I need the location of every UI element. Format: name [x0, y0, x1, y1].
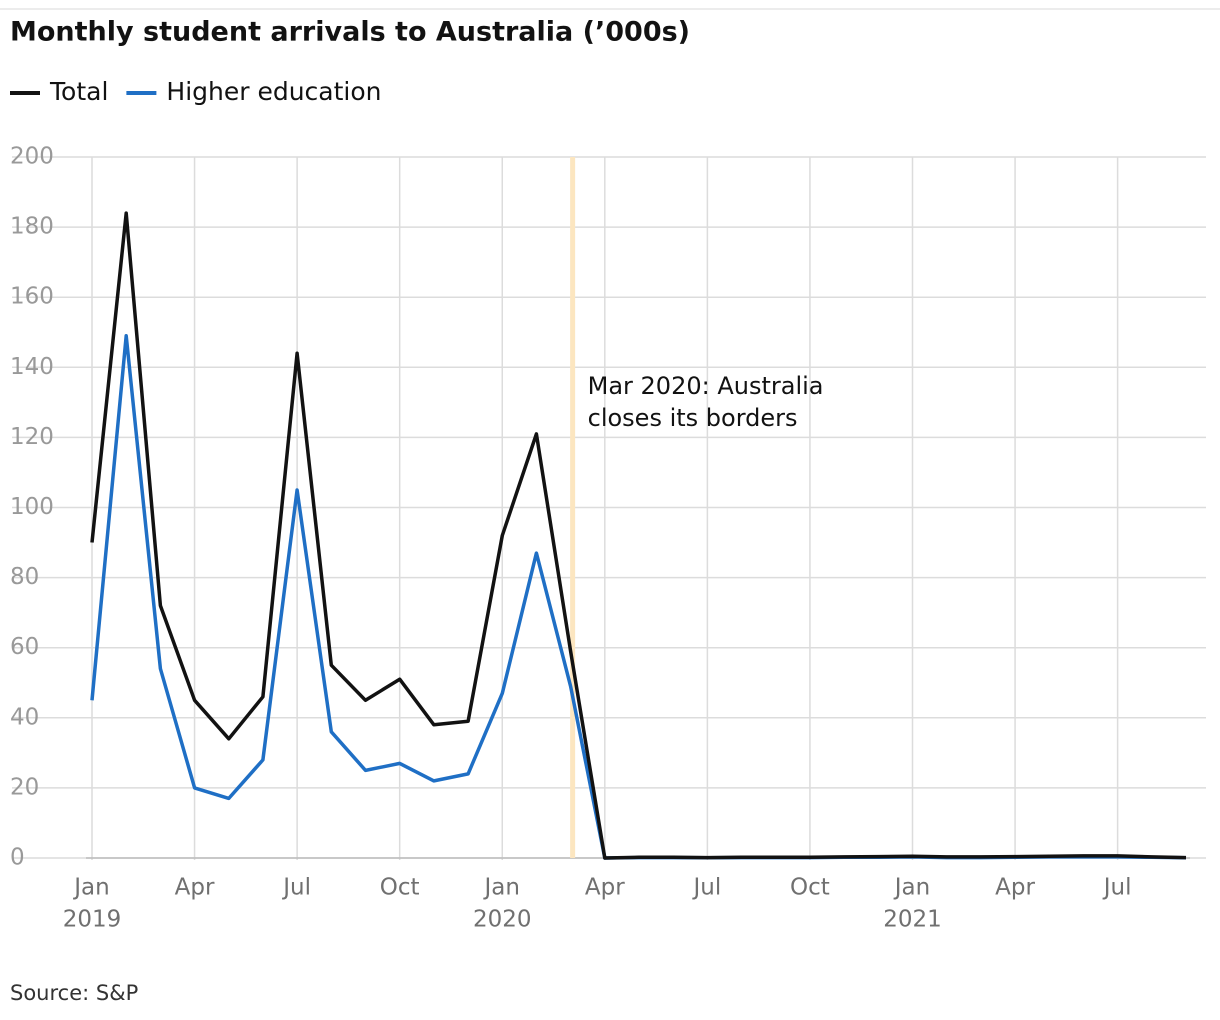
y-tick-label: 100 [10, 494, 54, 520]
y-tick-label: 20 [10, 774, 39, 800]
y-tick-label: 120 [10, 424, 54, 450]
x-tick-label: Apr [995, 875, 1035, 901]
x-year-label: 2021 [883, 907, 942, 933]
y-tick-label: 60 [10, 634, 39, 660]
x-year-label: 2020 [473, 907, 532, 933]
y-tick-label: 200 [10, 144, 54, 170]
x-tick-label: Jan [893, 875, 930, 901]
chart-title: Monthly student arrivals to Australia (’… [10, 17, 690, 48]
legend-label: Higher education [166, 77, 381, 106]
x-tick-label: Apr [175, 875, 215, 901]
annotation: Mar 2020: Australia [588, 372, 824, 400]
x-tick-label: Oct [790, 875, 830, 901]
y-tick-label: 80 [10, 564, 39, 590]
x-year-label: 2019 [63, 907, 122, 933]
series-line [90, 211, 1187, 860]
x-tick-label: Jan [72, 875, 109, 901]
y-tick-label: 180 [10, 214, 54, 240]
y-tick-label: 40 [10, 704, 39, 730]
source: Source: S&P [10, 981, 138, 1005]
x-tick-label: Jan [483, 875, 520, 901]
legend-label: Total [49, 77, 108, 106]
y-tick-label: 160 [10, 284, 54, 310]
x-tick-label: Jul [691, 875, 721, 901]
y-tick-label: 140 [10, 354, 54, 380]
annotation: closes its borders [588, 404, 798, 432]
x-tick-label: Jul [1102, 875, 1132, 901]
x-tick-label: Oct [380, 875, 420, 901]
x-tick-label: Jul [281, 875, 311, 901]
y-tick-label: 0 [10, 845, 25, 871]
x-tick-label: Apr [585, 875, 625, 901]
